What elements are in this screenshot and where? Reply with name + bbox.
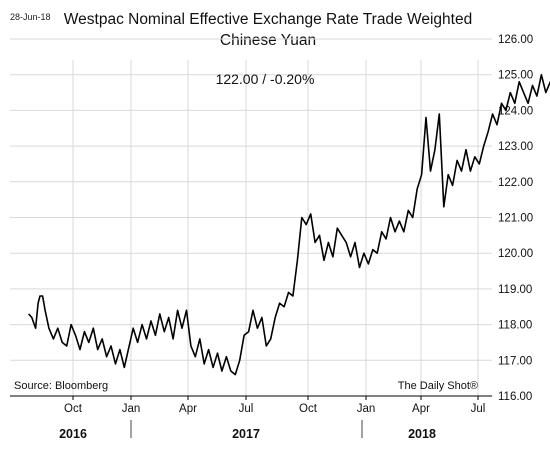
- x-tick-label: Jul: [471, 403, 486, 415]
- gridlines: [10, 38, 492, 396]
- y-tick-label: 123.00: [498, 141, 533, 153]
- y-tick-label: 122.00: [498, 177, 533, 189]
- y-axis-ticks: 116.00 117.00 118.00 119.00 120.00 121.00 122.…: [498, 34, 533, 403]
- x-tick-label: Jul: [239, 403, 254, 415]
- x-tick-label: Jan: [357, 403, 376, 415]
- y-tick-label: 121.00: [498, 213, 533, 225]
- y-tick-label: 120.00: [498, 248, 533, 260]
- date-stamp: 28-Jun-18: [10, 12, 51, 22]
- year-label: 2016: [59, 427, 87, 441]
- x-axis-ticks: Oct Jan Apr Jul Oct Jan Apr Jul: [64, 396, 485, 415]
- series-line: [28, 73, 550, 376]
- x-tick-label: Oct: [64, 403, 83, 415]
- year-label: 2017: [232, 427, 260, 441]
- y-tick-label: 117.00: [498, 355, 532, 367]
- chart-subtitle: Chinese Yuan: [220, 32, 316, 49]
- last-value-annotation: 122.00 / -0.20%: [216, 71, 315, 87]
- x-tick-label: Jan: [122, 403, 141, 415]
- source-note: Source: Bloomberg: [14, 380, 108, 392]
- x-tick-label: Oct: [299, 403, 318, 415]
- credit-note: The Daily Shot®: [398, 380, 478, 392]
- year-label: 2018: [408, 427, 436, 441]
- y-tick-label: 125.00: [498, 70, 533, 82]
- x-tick-label: Apr: [412, 403, 430, 415]
- year-labels: 2016 2017 2018: [59, 427, 436, 441]
- x-tick-label: Apr: [179, 403, 197, 415]
- y-tick-label: 126.00: [498, 34, 533, 46]
- chart-title: Westpac Nominal Effective Exchange Rate …: [64, 11, 472, 28]
- y-tick-label: 116.00: [498, 391, 532, 403]
- y-tick-label: 119.00: [498, 284, 532, 296]
- y-tick-label: 118.00: [498, 320, 532, 332]
